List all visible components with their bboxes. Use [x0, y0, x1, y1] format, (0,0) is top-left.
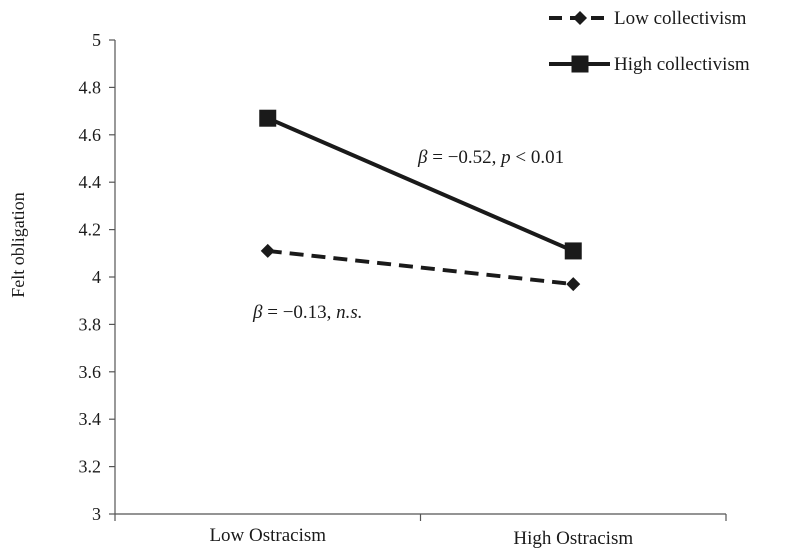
y-tick-label: 3.2: [79, 457, 102, 477]
data-point-marker: [260, 243, 275, 258]
y-axis-title: Felt obligation: [8, 192, 28, 298]
legend: Low collectivism High collectivism: [549, 8, 750, 75]
data-point-marker: [566, 277, 581, 292]
series-layer: [259, 109, 582, 292]
data-point-marker: [259, 109, 277, 127]
legend-item-low-collectivism: Low collectivism: [549, 8, 747, 29]
data-point-marker: [564, 242, 582, 260]
annotation-high-collectivism: β = −0.52, p < 0.01: [417, 147, 564, 168]
series-low-collectivism: [260, 243, 581, 292]
y-tick-label: 3.4: [79, 409, 102, 429]
legend-label: Low collectivism: [614, 8, 747, 29]
legend-label: High collectivism: [614, 54, 750, 75]
x-tick-label: High Ostracism: [513, 528, 633, 549]
y-tick-label: 4.2: [79, 220, 102, 240]
axes: [114, 40, 726, 515]
y-tick-label: 3.8: [79, 314, 102, 334]
y-tick-label: 3: [92, 504, 101, 524]
annotation-low-collectivism: β = −0.13, n.s.: [252, 302, 363, 323]
series-line: [267, 248, 574, 287]
legend-marker: [573, 11, 587, 25]
x-tick-label: Low Ostracism: [209, 525, 326, 546]
legend-marker: [571, 55, 589, 73]
y-tick-label: 3.6: [79, 362, 102, 382]
y-tick-label: 4.4: [79, 172, 102, 192]
legend-item-high-collectivism: High collectivism: [549, 54, 750, 75]
y-axis-ticks: 3 3.2 3.4 3.6 3.8 4 4.2 4.4 4.6 4.8 5: [79, 30, 115, 524]
series-line: [266, 116, 575, 253]
y-tick-label: 4: [92, 267, 101, 287]
series-high-collectivism: [259, 109, 582, 260]
y-tick-label: 4.6: [79, 125, 102, 145]
y-tick-label: 4.8: [79, 77, 102, 97]
y-tick-label: 5: [92, 30, 101, 50]
x-axis-ticks: Low Ostracism High Ostracism: [114, 514, 727, 549]
